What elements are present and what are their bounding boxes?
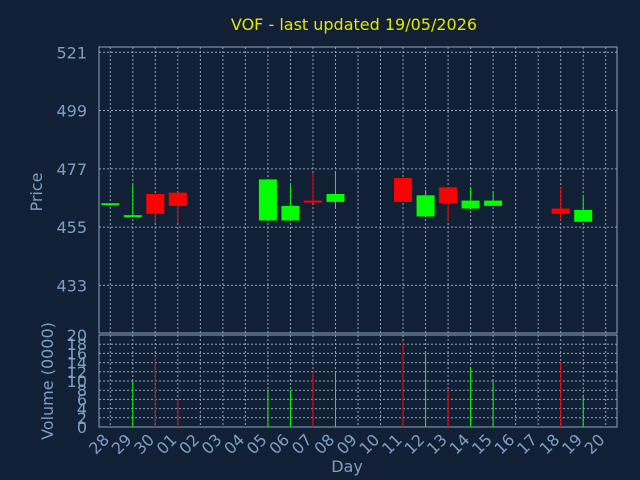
candle-body (303, 200, 322, 203)
candle-body (281, 205, 300, 221)
volume-tick-label: 8 (77, 381, 87, 400)
volume-tick-label: 4 (77, 400, 87, 419)
price-axis-label: Price (27, 172, 46, 211)
volume-tick-label: 18 (67, 335, 87, 354)
candle-body (101, 203, 120, 206)
x-axis: 2829300102030405060708091011121314151617… (85, 430, 608, 458)
candle-body (574, 209, 593, 222)
candle-body (551, 208, 570, 214)
candle-body (439, 187, 458, 204)
price-tick-label: 433 (56, 276, 87, 295)
chart-title: VOF - last updated 19/05/2026 (231, 15, 477, 34)
x-tick-label: 20 (581, 430, 609, 458)
candle-body (394, 178, 413, 202)
volume-tick-label: 6 (77, 390, 87, 409)
volume-tick-label: 2 (77, 409, 87, 428)
candle-body (123, 215, 142, 218)
price-tick-label: 499 (56, 102, 87, 121)
volume-tick-label: 0 (77, 418, 87, 437)
price-plot-frame (98, 46, 618, 334)
day-axis-label: Day (331, 457, 363, 476)
candle-body (326, 193, 345, 202)
candle-body (416, 195, 435, 217)
candle-body (461, 200, 480, 209)
volume-tick-label: 10 (67, 372, 87, 391)
candle-body (168, 192, 187, 206)
volume-tick-label: 20 (67, 326, 87, 345)
candle-body (258, 179, 277, 221)
candle-body (146, 193, 165, 214)
price-tick-label: 455 (56, 218, 87, 237)
price-tick-label: 521 (56, 43, 87, 62)
volume-axis-label: Volume (0000) (38, 322, 57, 440)
volume-tick-label: 14 (67, 354, 87, 373)
volume-tick-label: 12 (67, 363, 87, 382)
candle-body (484, 200, 503, 206)
price-tick-label: 477 (56, 160, 87, 179)
volume-tick-label: 16 (67, 344, 87, 363)
price-panel: 521 499 477 455 433 (56, 43, 618, 334)
